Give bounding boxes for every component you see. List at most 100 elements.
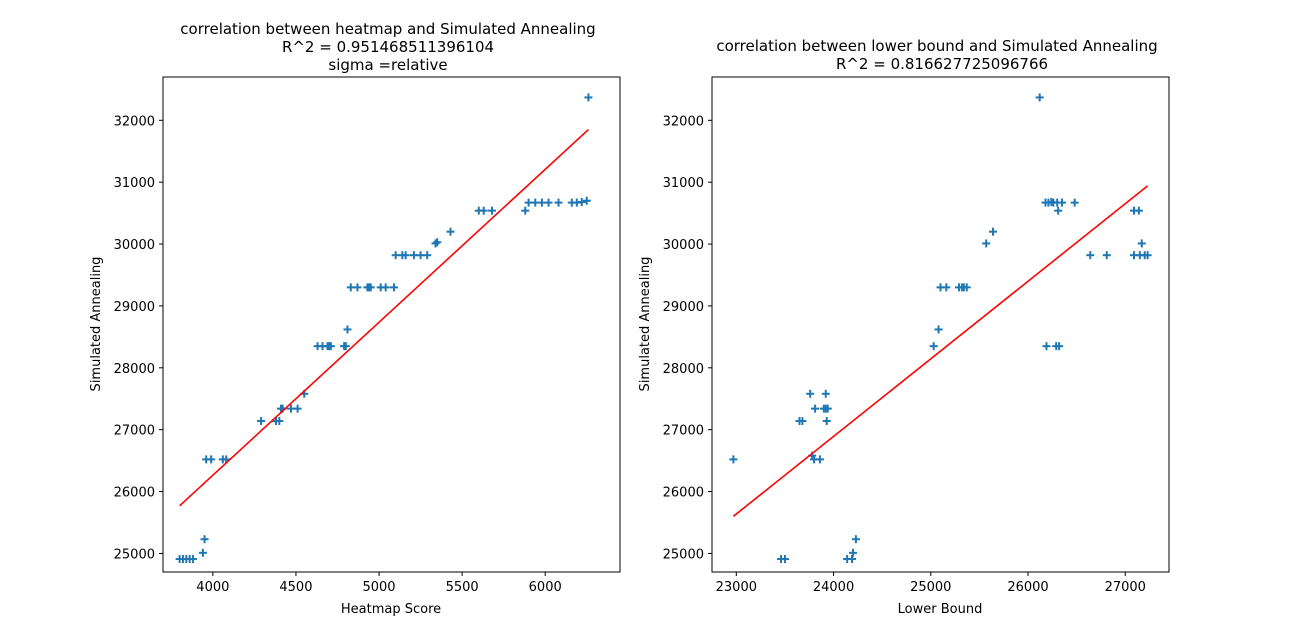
data-point bbox=[1042, 342, 1051, 351]
data-point bbox=[343, 325, 352, 334]
data-point bbox=[584, 93, 593, 102]
data-point bbox=[275, 417, 284, 426]
y-ticks: 25000 26000 27000 28000 29000 30000 31000 32000 bbox=[663, 114, 712, 562]
y-tick-label: 27000 bbox=[114, 424, 155, 439]
data-point bbox=[488, 206, 497, 215]
x-tick-label: 4500 bbox=[279, 580, 312, 595]
x-tick-label: 4000 bbox=[196, 580, 229, 595]
data-point bbox=[1035, 93, 1044, 102]
data-point bbox=[822, 417, 831, 426]
y-axis-label: Simulated Annealing bbox=[638, 257, 653, 392]
data-point bbox=[848, 548, 857, 557]
data-point bbox=[798, 417, 807, 426]
data-point bbox=[257, 417, 266, 426]
y-tick-label: 32000 bbox=[114, 114, 155, 129]
data-point bbox=[521, 206, 530, 215]
data-point bbox=[1086, 251, 1095, 260]
y-tick-label: 25000 bbox=[114, 547, 155, 562]
y-tick-label: 26000 bbox=[114, 486, 155, 501]
x-tick-label: 25000 bbox=[910, 580, 951, 595]
x-tick-label: 27000 bbox=[1105, 580, 1146, 595]
data-point bbox=[582, 196, 591, 205]
data-point bbox=[962, 283, 971, 292]
data-point bbox=[815, 455, 824, 464]
plot-frame bbox=[162, 76, 621, 573]
y-tick-label: 28000 bbox=[114, 362, 155, 377]
data-point bbox=[823, 404, 832, 413]
data-point bbox=[1143, 251, 1152, 260]
y-axis-label: Simulated Annealing bbox=[89, 257, 104, 392]
data-point bbox=[353, 283, 362, 292]
data-point bbox=[811, 404, 820, 413]
y-tick-label: 25000 bbox=[663, 547, 704, 562]
data-point bbox=[1054, 206, 1063, 215]
data-point bbox=[942, 283, 951, 292]
data-point bbox=[381, 283, 390, 292]
x-axis-label: Heatmap Score bbox=[341, 602, 441, 617]
data-point bbox=[401, 251, 410, 260]
data-point bbox=[544, 198, 553, 207]
data-point bbox=[293, 404, 302, 413]
data-point bbox=[554, 198, 563, 207]
plot-frame bbox=[711, 76, 1170, 573]
chart-title-line-3: sigma =relative bbox=[328, 56, 447, 74]
fit-line bbox=[732, 185, 1149, 517]
data-point bbox=[366, 283, 375, 292]
y-tick-label: 28000 bbox=[663, 362, 704, 377]
chart-title-line-2: R^2 = 0.951468511396104 bbox=[282, 38, 494, 56]
x-axis-label: Lower Bound bbox=[898, 602, 983, 617]
data-point bbox=[198, 548, 207, 557]
y-tick-label: 30000 bbox=[114, 238, 155, 253]
heatmap-scatter-plot: correlation between heatmap and Simulate… bbox=[89, 20, 621, 617]
data-point bbox=[729, 455, 738, 464]
x-tick-label: 24000 bbox=[813, 580, 854, 595]
data-point bbox=[1070, 198, 1079, 207]
x-tick-label: 23000 bbox=[716, 580, 757, 595]
data-point bbox=[423, 251, 432, 260]
data-point bbox=[326, 342, 335, 351]
data-point bbox=[200, 535, 209, 544]
y-ticks: 25000 26000 27000 28000 29000 30000 31000 32000 bbox=[114, 114, 163, 562]
data-point bbox=[780, 555, 789, 564]
data-point bbox=[929, 342, 938, 351]
x-ticks: 4000 4500 5000 5500 6000 bbox=[196, 572, 562, 595]
x-tick-label: 5000 bbox=[362, 580, 395, 595]
data-point bbox=[821, 389, 830, 398]
data-point bbox=[341, 342, 350, 351]
fit-and-points bbox=[175, 93, 593, 564]
fit-and-points bbox=[729, 93, 1152, 564]
data-point bbox=[446, 227, 455, 236]
y-tick-label: 31000 bbox=[663, 176, 704, 191]
x-tick-label: 26000 bbox=[1007, 580, 1048, 595]
data-point bbox=[1137, 239, 1146, 248]
y-tick-label: 29000 bbox=[114, 300, 155, 315]
data-point bbox=[806, 389, 815, 398]
data-point bbox=[433, 238, 442, 247]
data-point bbox=[1055, 342, 1064, 351]
x-tick-label: 6000 bbox=[529, 580, 562, 595]
y-tick-label: 27000 bbox=[663, 424, 704, 439]
data-point bbox=[934, 325, 943, 334]
data-point bbox=[207, 455, 216, 464]
data-point bbox=[1134, 206, 1143, 215]
data-point bbox=[188, 555, 197, 564]
data-point bbox=[479, 206, 488, 215]
chart-title-line-1: correlation between heatmap and Simulate… bbox=[180, 20, 595, 38]
data-point bbox=[851, 535, 860, 544]
data-point bbox=[989, 227, 998, 236]
y-tick-label: 30000 bbox=[663, 238, 704, 253]
fit-line bbox=[179, 129, 589, 507]
y-tick-label: 29000 bbox=[663, 300, 704, 315]
data-point bbox=[389, 283, 398, 292]
y-tick-label: 32000 bbox=[663, 114, 704, 129]
data-point bbox=[1102, 251, 1111, 260]
data-point bbox=[1058, 198, 1067, 207]
chart-title-line-2: R^2 = 0.816627725096766 bbox=[836, 55, 1048, 73]
chart-title-line-1: correlation between lower bound and Simu… bbox=[716, 37, 1157, 55]
data-point bbox=[431, 239, 440, 248]
x-ticks: 23000 24000 25000 26000 27000 bbox=[716, 572, 1146, 595]
x-tick-label: 5500 bbox=[446, 580, 479, 595]
data-point bbox=[577, 197, 586, 206]
y-tick-label: 26000 bbox=[663, 486, 704, 501]
